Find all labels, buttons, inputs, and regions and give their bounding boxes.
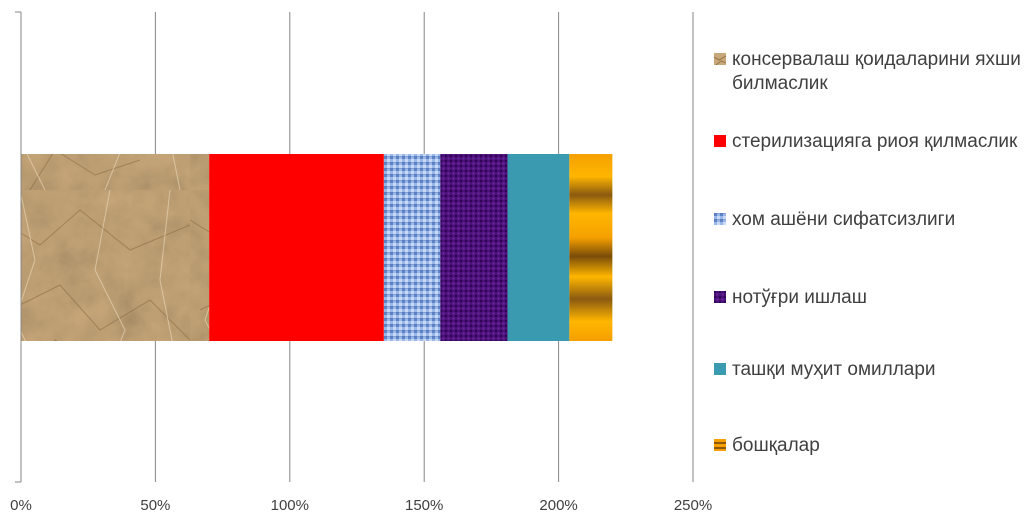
legend-item: хом ашёни сифатсизлиги [714,208,955,232]
bar-segment-4 [440,154,508,341]
legend-item: ташқи муҳит омиллари [714,358,936,382]
legend-label: консервалаш қоидаларини яхши билмаслик [732,49,1021,94]
legend-label: стерилизацияга риоя қилмаслик [732,131,1018,152]
legend-item: стерилизацияга риоя қилмаслик [714,130,1017,154]
bar-segment-5 [507,154,570,341]
legend-swatch [714,53,726,65]
legend-label: бошқалар [732,435,820,456]
x-tick-label: 150% [405,497,443,514]
legend-swatch [714,439,726,451]
legend-label: ташқи муҳит омиллари [732,359,936,380]
bar-segment-1 [21,154,210,341]
legend-swatch [714,135,726,147]
bar-segment-6 [569,154,613,341]
x-tick-label: 0% [10,497,32,514]
x-tick-label: 100% [271,497,309,514]
legend-swatch [714,291,726,303]
legend-item: нотўғри ишлаш [714,286,867,310]
legend-swatch [714,363,726,375]
x-tick-label: 200% [539,497,577,514]
legend-label: нотўғри ишлаш [732,287,867,308]
legend-item: бошқалар [714,434,820,458]
legend-item: консервалаш қоидаларини яхши билмаслик [714,48,1026,96]
x-tick-label: 50% [140,497,170,514]
bar-segment-3 [383,154,441,341]
legend-label: хом ашёни сифатсизлиги [732,209,956,230]
bar-segment-2 [209,154,384,341]
legend-swatch [714,213,726,225]
x-tick-label: 250% [674,497,712,514]
